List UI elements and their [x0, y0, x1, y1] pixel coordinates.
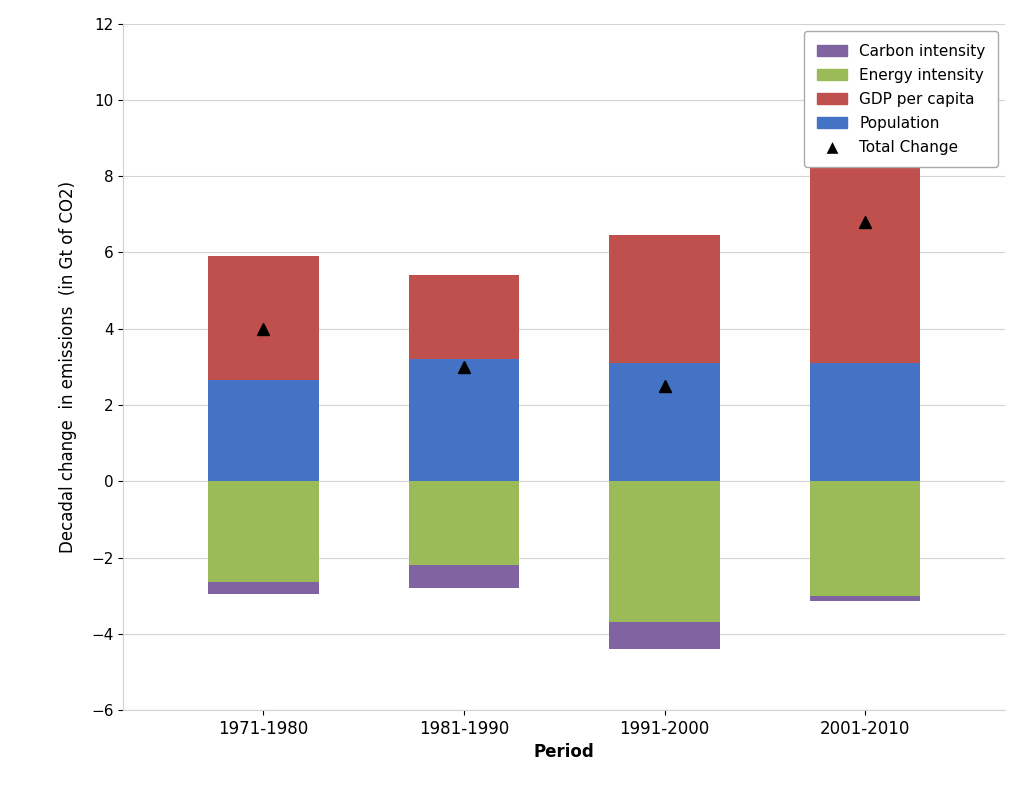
Bar [609, 623, 719, 649]
Bar [409, 565, 519, 588]
Bar [810, 110, 920, 363]
Bar [208, 582, 319, 594]
Legend: Carbon intensity, Energy intensity, GDP per capita, Population, Total Change: Carbon intensity, Energy intensity, GDP … [804, 32, 998, 167]
Bar [609, 481, 719, 623]
Bar [810, 481, 920, 596]
Bar [409, 481, 519, 565]
Bar [609, 235, 719, 363]
Bar [609, 363, 719, 481]
Y-axis label: Decadal change  in emissions  (in Gt of CO2): Decadal change in emissions (in Gt of CO… [60, 181, 77, 553]
Bar [810, 363, 920, 481]
Bar [208, 380, 319, 481]
Bar [409, 275, 519, 359]
Text: Period: Period [534, 742, 595, 761]
Bar [208, 481, 319, 582]
Bar [208, 256, 319, 380]
Bar [409, 359, 519, 481]
Bar [810, 596, 920, 601]
